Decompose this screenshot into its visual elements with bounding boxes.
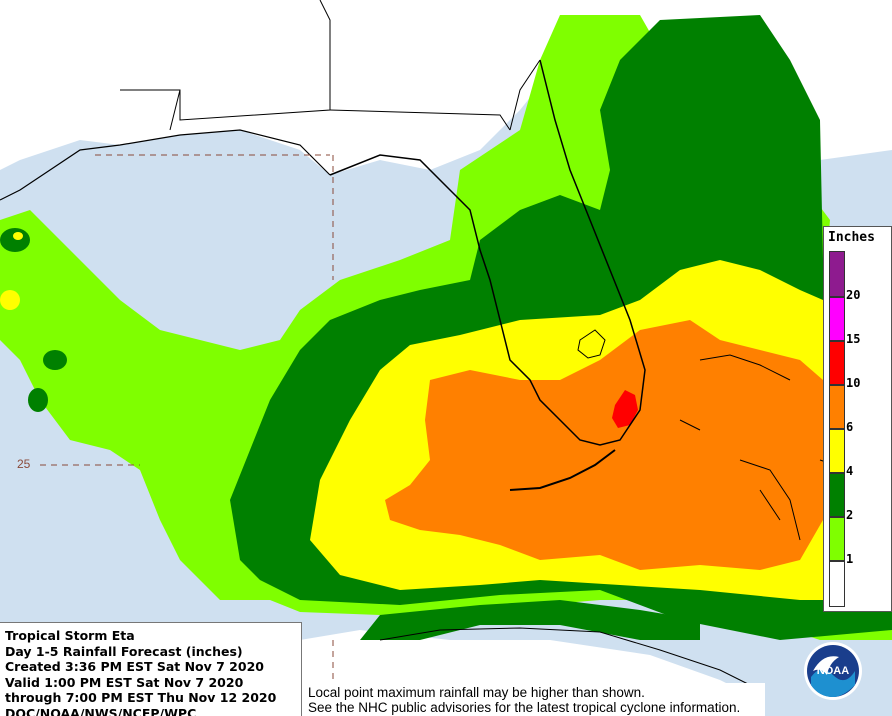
- legend-tick-6: 6: [846, 420, 854, 434]
- legend-swatch-20plus: [829, 251, 845, 297]
- legend-swatch-4-6: [829, 429, 845, 473]
- cuba-coastline: [379, 627, 761, 691]
- legend-swatch-10-15: [829, 341, 845, 385]
- gulf-rain-patch: [43, 350, 67, 370]
- agency-credit: DOC/NOAA/NWS/NCEP/WPC: [5, 705, 197, 716]
- latlon-grid: [40, 154, 334, 680]
- gulf-rain-patch: [0, 228, 30, 252]
- rainfall-legend: Inches 20 15 10 6 4 2 1: [823, 226, 892, 612]
- legend-tick-4: 4: [846, 464, 854, 478]
- legend-title: Inches: [828, 230, 875, 245]
- lake-okeechobee: [577, 329, 606, 359]
- through-time: through 7:00 PM EST Thu Nov 12 2020: [5, 690, 277, 705]
- legend-swatch-0-1: [829, 561, 845, 607]
- gulf-rain-patch: [13, 232, 23, 240]
- disclaimer-box: Local point maximum rainfall may be high…: [303, 683, 765, 716]
- gulf-coastline: [0, 129, 331, 201]
- legend-swatch-2-4: [829, 473, 845, 517]
- legend-swatch-6-10: [829, 385, 845, 429]
- disclaimer-line-1: Local point maximum rainfall may be high…: [308, 685, 645, 700]
- legend-tick-1: 1: [846, 552, 854, 566]
- gulf-rain-patch: [28, 388, 48, 412]
- latitude-label: 25: [17, 457, 31, 471]
- legend-tick-20: 20: [846, 288, 861, 302]
- created-time: Created 3:36 PM EST Sat Nov 7 2020: [5, 659, 264, 674]
- legend-swatch-1-2: [829, 517, 845, 561]
- bahamas-islands: [679, 354, 851, 541]
- product-info-box: Tropical Storm Eta Day 1-5 Rainfall Fore…: [0, 622, 302, 716]
- product-subtitle: Day 1-5 Rainfall Forecast (inches): [5, 643, 243, 659]
- state-borders: [120, 0, 541, 131]
- legend-tick-10: 10: [846, 376, 861, 390]
- gulf-rain-patch: [0, 290, 20, 310]
- rain-10in-area: [612, 390, 638, 428]
- valid-time: Valid 1:00 PM EST Sat Nov 7 2020: [5, 674, 244, 690]
- noaa-logo-icon: NOAA: [804, 642, 862, 700]
- legend-tick-2: 2: [846, 508, 854, 522]
- florida-keys: [509, 449, 616, 491]
- storm-title: Tropical Storm Eta: [5, 628, 135, 643]
- legend-swatch-15-20: [829, 297, 845, 341]
- rain-6in-area: [385, 320, 823, 570]
- florida-coastline: [329, 59, 646, 446]
- logo-text: NOAA: [817, 665, 849, 677]
- disclaimer-line-2: See the NHC public advisories for the la…: [308, 700, 741, 715]
- legend-tick-15: 15: [846, 332, 861, 346]
